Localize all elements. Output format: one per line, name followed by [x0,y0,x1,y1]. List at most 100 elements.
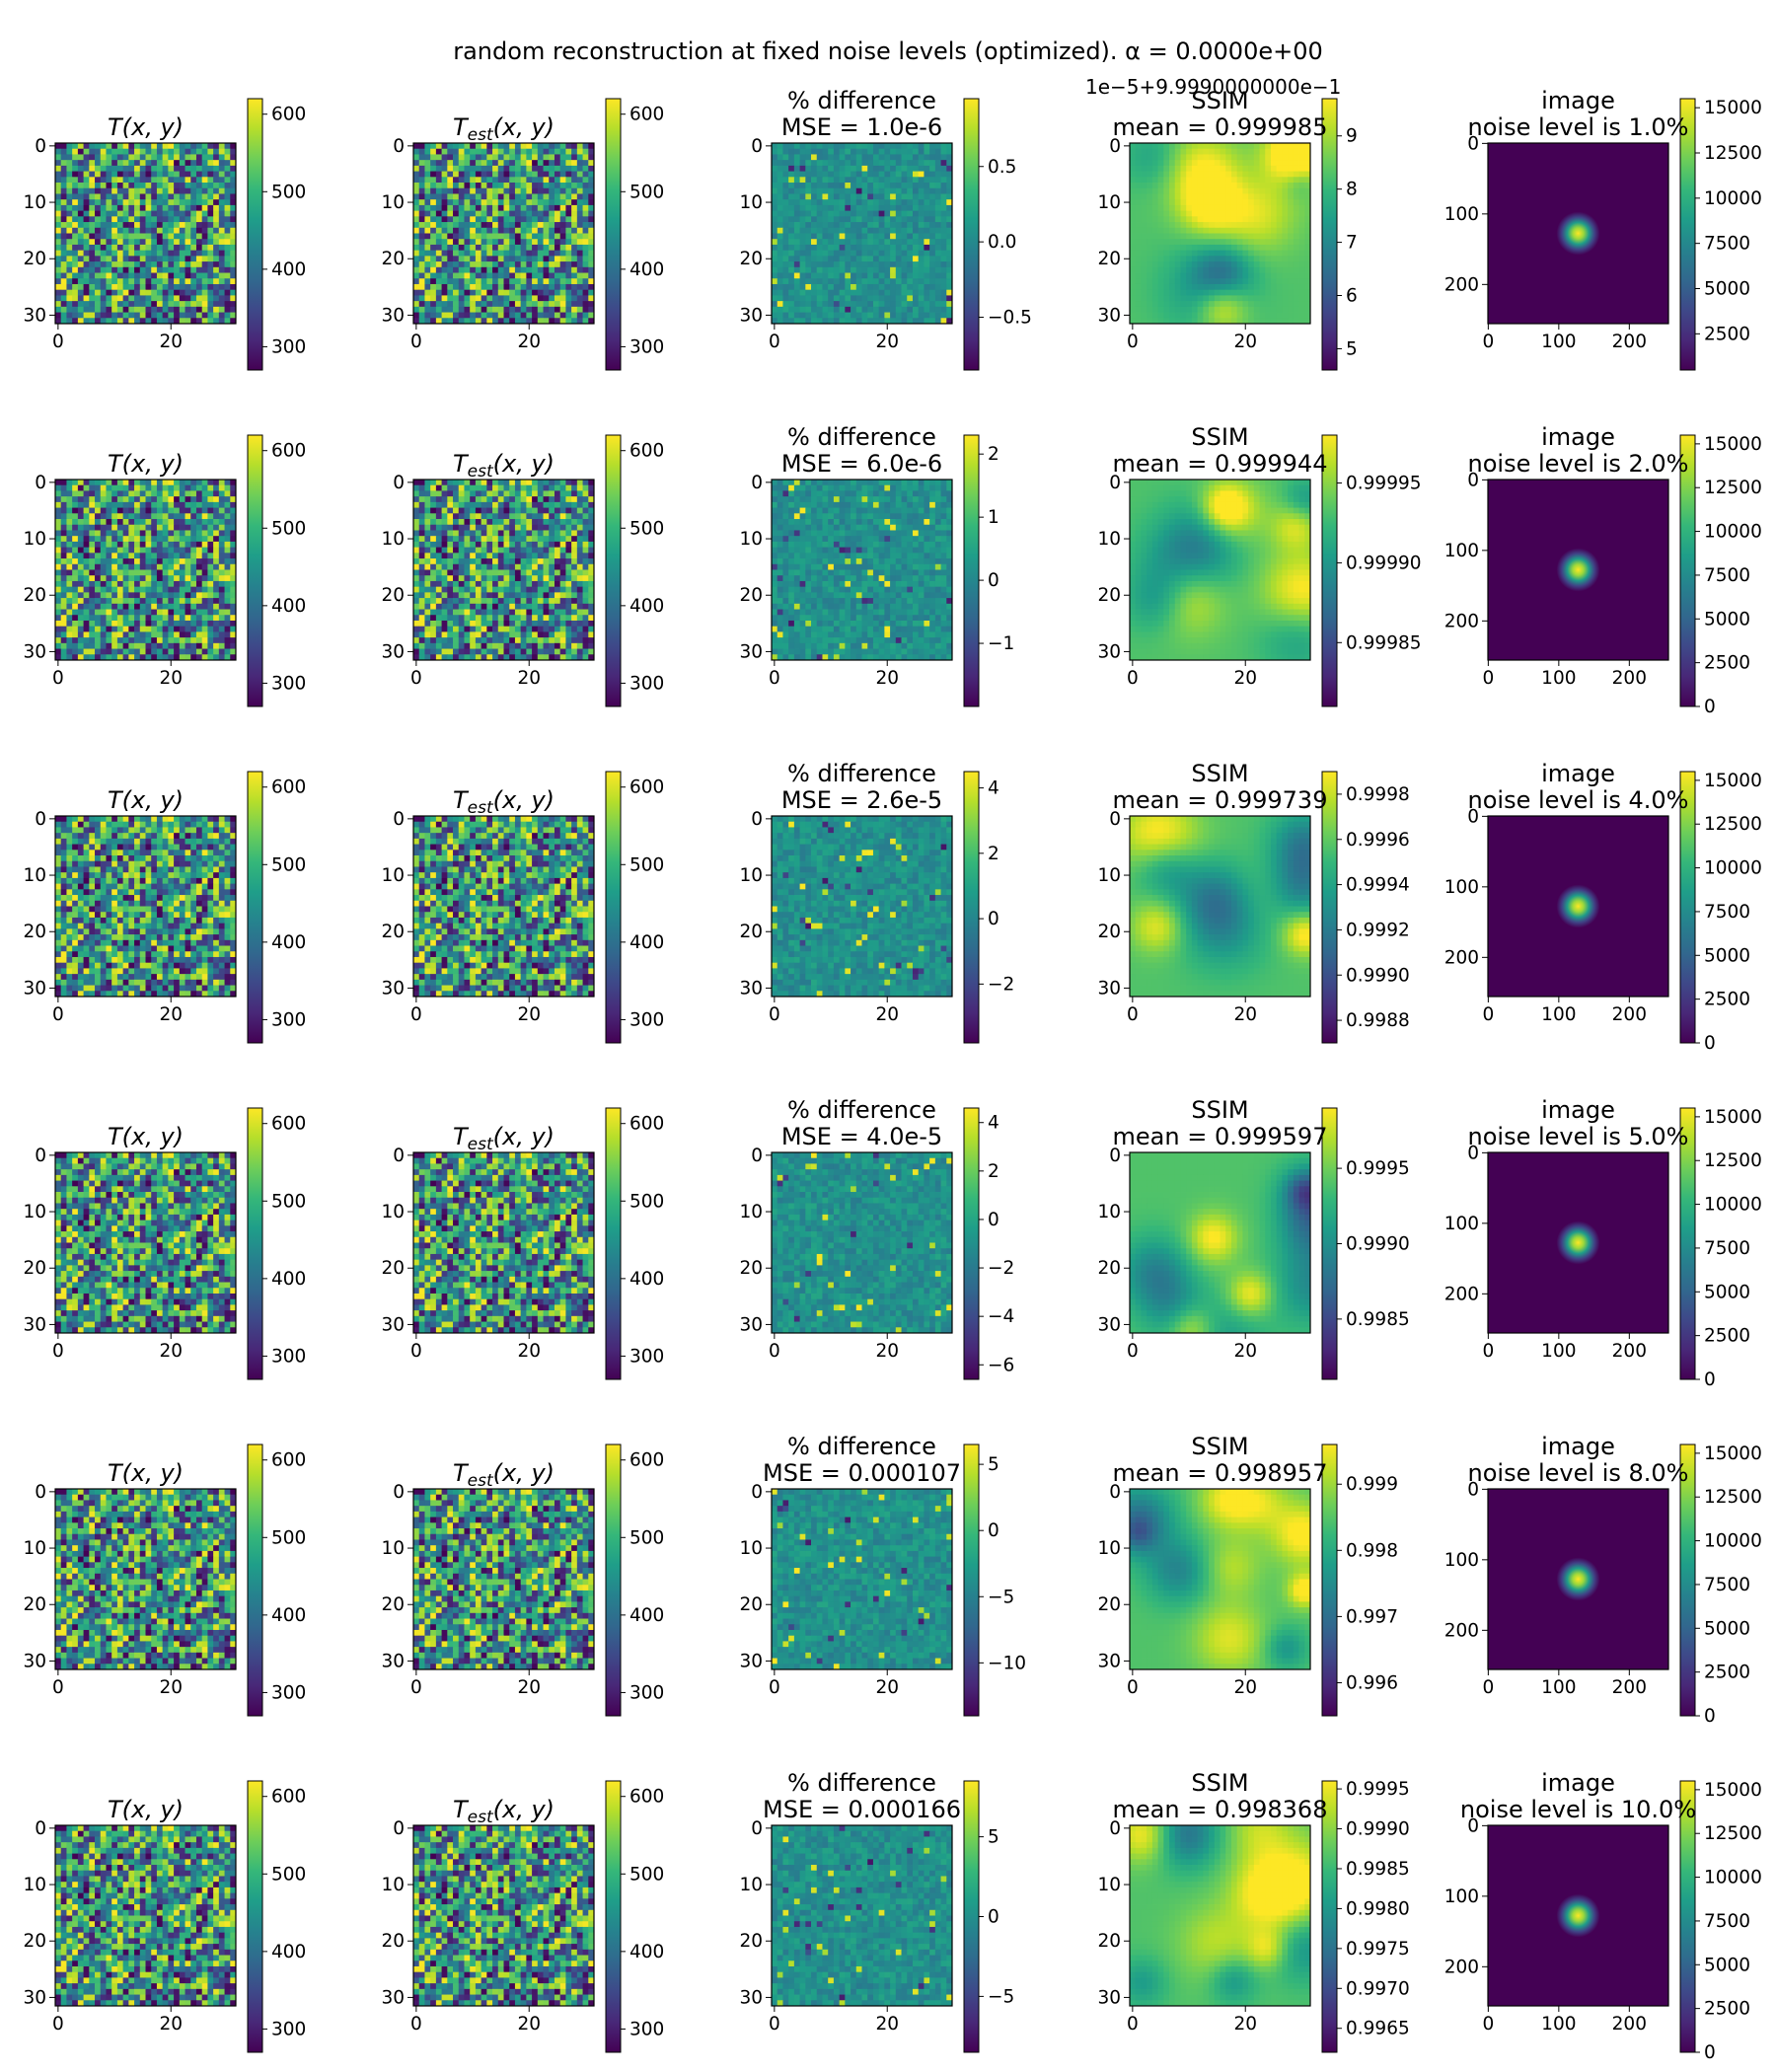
heatmap-cell [61,496,67,502]
heatmap-cell [828,177,834,183]
heatmap-cell [1282,177,1288,183]
heatmap-cell [1215,149,1221,155]
heatmap-cell [526,290,532,296]
heatmap-cell [146,519,152,525]
heatmap-cell [436,166,442,172]
heatmap-cell [890,149,896,155]
heatmap-cell [817,205,823,211]
heatmap-cell [1260,154,1266,160]
heatmap-cell [117,592,123,598]
heatmap-cell [117,490,123,496]
heatmap-cell [190,575,196,581]
heatmap-cell [84,278,90,284]
heatmap-cell [72,542,78,548]
heatmap-cell [565,160,571,166]
heatmap-cell [151,273,157,279]
heatmap-cell [1147,154,1152,160]
heatmap-cell [157,295,163,301]
heatmap-cell [168,216,174,222]
heatmap-cell [419,295,425,301]
heatmap-cell [884,239,890,245]
heatmap-cell [111,307,117,313]
heatmap-cell [225,149,231,155]
heatmap-cell [532,149,538,155]
heatmap-cell [884,251,890,257]
heatmap-cell [867,188,873,194]
heatmap-cell [202,610,208,616]
heatmap-cell [66,313,72,319]
heatmap-cell [492,273,498,279]
heatmap-cell [1271,256,1277,261]
heatmap-cell [95,592,101,598]
heatmap-cell [447,160,453,166]
heatmap-cell [72,480,78,485]
heatmap-cell [840,193,846,199]
heatmap-cell [180,149,185,155]
heatmap-cell [157,245,163,251]
heatmap-cell [219,149,225,155]
heatmap-cell [794,205,800,211]
heatmap-cell [822,278,828,284]
heatmap-cell [55,508,61,514]
heatmap-cell [498,149,504,155]
heatmap-cell [1237,172,1243,178]
heatmap-cell [157,188,163,194]
heatmap-cell [526,199,532,205]
heatmap-cell [840,251,846,257]
heatmap-cell [202,284,208,290]
heatmap-cell [486,172,492,178]
heatmap-cell [78,558,84,564]
heatmap-cell [419,199,425,205]
heatmap-cell [805,228,811,234]
heatmap-cell [213,496,219,502]
heatmap-cell [856,143,862,149]
heatmap-cell [128,502,134,508]
heatmap-cell [1271,313,1277,319]
heatmap-cell [134,581,140,587]
heatmap-cell [1237,245,1243,251]
heatmap-cell [1299,177,1305,183]
heatmap-cell [515,143,521,149]
heatmap-cell [436,284,442,290]
heatmap-cell [492,177,498,183]
heatmap-cell [464,290,470,296]
heatmap-cell [1277,273,1283,279]
heatmap-cell [834,307,840,313]
heatmap-cell [1130,290,1136,296]
heatmap-cell [207,570,213,576]
heatmap-cell [555,177,560,183]
heatmap-cell [571,211,577,217]
heatmap-cell [436,256,442,261]
heatmap-cell [544,166,550,172]
heatmap-cell [89,530,95,536]
heatmap-cell [459,251,465,257]
heatmap-cell [111,604,117,610]
heatmap-cell [1136,301,1142,307]
heatmap-cell [1180,177,1186,183]
heatmap-cell [185,183,191,188]
heatmap-cell [805,143,811,149]
heatmap-cell [492,251,498,257]
heatmap-cell [1221,205,1226,211]
heatmap-cell [907,234,913,240]
heatmap-cell [879,177,885,183]
heatmap-cell [549,290,555,296]
heatmap-cell [55,149,61,155]
heatmap-cell [538,273,544,279]
heatmap-cell [111,143,117,149]
heatmap-cell [1130,273,1136,279]
heatmap-cell [84,490,90,496]
heatmap-cell [117,188,123,194]
heatmap-cell [1265,211,1271,217]
heatmap-cell [1237,278,1243,284]
heatmap-cell [213,154,219,160]
heatmap-cell [134,542,140,548]
heatmap-cell [1203,256,1209,261]
heatmap-cell [1242,160,1248,166]
heatmap-cell [123,154,129,160]
heatmap-cell [180,553,185,558]
y-tick-label: 20 [739,249,763,269]
heatmap-cell [151,592,157,598]
heatmap-cell [772,290,777,296]
heatmap-cell [1169,193,1175,199]
